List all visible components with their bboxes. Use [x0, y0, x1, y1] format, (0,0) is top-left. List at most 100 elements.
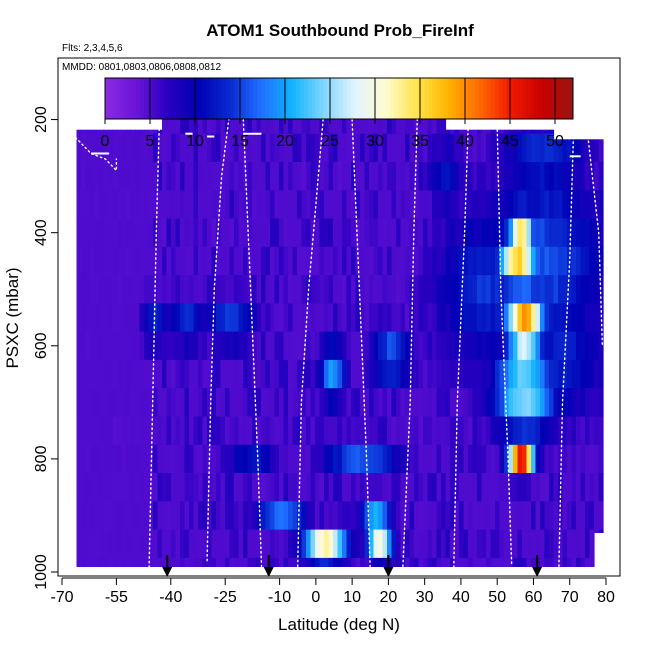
heatmap-cell — [351, 529, 357, 559]
heatmap-cell — [94, 388, 100, 418]
heatmap-cell — [598, 162, 604, 191]
heatmap-cell — [423, 246, 429, 276]
heatmap-cell — [310, 275, 316, 304]
heatmap-cell — [396, 557, 402, 567]
heatmap-cell — [558, 139, 564, 163]
heatmap-cell — [522, 133, 528, 163]
heatmap-cell — [571, 275, 577, 304]
heatmap-cell — [90, 303, 96, 333]
latitude-marker-arrowhead — [162, 567, 173, 577]
heatmap-cell — [459, 359, 465, 389]
colorbar-segment — [409, 78, 414, 119]
heatmap-cell — [319, 190, 325, 220]
heatmap-cell — [229, 303, 235, 333]
heatmap-cell — [562, 303, 568, 333]
heatmap-cell — [328, 331, 334, 361]
heatmap-cell — [490, 557, 496, 567]
heatmap-cell — [508, 246, 514, 276]
heatmap-cell — [130, 162, 136, 191]
heatmap-cell — [459, 246, 465, 276]
heatmap-cell — [90, 444, 96, 474]
heatmap-cell — [589, 218, 595, 248]
heatmap-cell — [499, 416, 505, 446]
heatmap-cell — [130, 416, 136, 446]
heatmap-cell — [216, 275, 222, 304]
heatmap-cell — [454, 218, 460, 248]
heatmap-cell — [81, 529, 87, 559]
heatmap-cell — [454, 557, 460, 567]
heatmap-cell — [261, 444, 267, 474]
heatmap-cell — [283, 557, 289, 567]
heatmap-cell — [301, 275, 307, 304]
heatmap-cell — [238, 359, 244, 389]
heatmap-cell — [504, 218, 510, 248]
heatmap-cell — [405, 473, 411, 502]
colorbar-segment — [569, 78, 574, 119]
heatmap-cell — [139, 162, 145, 191]
heatmap-cell — [310, 473, 316, 502]
heatmap-cell — [234, 133, 240, 163]
heatmap-cell — [297, 303, 303, 333]
heatmap-cell — [108, 473, 114, 502]
heatmap-cell — [418, 501, 424, 531]
heatmap-cell — [166, 529, 172, 559]
heatmap-cell — [112, 388, 118, 418]
heatmap-cell — [270, 557, 276, 567]
heatmap-cell — [238, 246, 244, 276]
heatmap-cell — [391, 444, 397, 474]
heatmap-cell — [180, 444, 186, 474]
heatmap-cell — [94, 557, 100, 567]
colorbar-segment — [241, 78, 246, 119]
heatmap-cell — [90, 190, 96, 220]
heatmap-cell — [171, 162, 177, 191]
heatmap-cell — [166, 133, 172, 163]
heatmap-cell — [144, 190, 150, 220]
colorbar-segment — [553, 78, 558, 119]
heatmap-cell — [486, 246, 492, 276]
heatmap-cell — [400, 246, 406, 276]
colorbar-segment — [428, 78, 434, 119]
heatmap-cell — [598, 359, 604, 389]
heatmap-cell — [162, 133, 168, 163]
heatmap-cell — [585, 275, 591, 304]
heatmap-cell — [162, 162, 168, 191]
heatmap-cell — [414, 190, 420, 220]
heatmap-cell — [108, 444, 114, 474]
heatmap-cell — [585, 388, 591, 418]
heatmap-cell — [382, 190, 388, 220]
heatmap-cell — [193, 275, 199, 304]
heatmap-cell — [207, 529, 213, 559]
colorbar-segment — [506, 78, 512, 119]
heatmap-cell — [130, 501, 136, 531]
heatmap-cell — [189, 190, 195, 220]
heatmap-cell — [126, 416, 132, 446]
heatmap-cell — [252, 529, 258, 559]
heatmap-cell — [589, 246, 595, 276]
heatmap-cell — [522, 303, 528, 333]
heatmap-cell — [499, 218, 505, 248]
heatmap-cell — [144, 133, 150, 163]
heatmap-cell — [162, 275, 168, 304]
heatmap-cell — [252, 331, 258, 361]
heatmap-cell — [450, 473, 456, 502]
heatmap-cell — [400, 388, 406, 418]
heatmap-cell — [436, 501, 442, 531]
heatmap-cell — [144, 275, 150, 304]
heatmap-cell — [580, 416, 586, 446]
heatmap-cell — [207, 501, 213, 531]
heatmap-cell — [265, 444, 271, 474]
colorbar-segment — [307, 78, 313, 119]
heatmap-cell — [94, 473, 100, 502]
heatmap-cell — [256, 416, 262, 446]
heatmap-cell — [445, 275, 451, 304]
heatmap-cell — [432, 331, 438, 361]
heatmap-cell — [405, 529, 411, 559]
heatmap-cell — [427, 529, 433, 559]
heatmap-cell — [175, 162, 181, 191]
heatmap-cell — [598, 444, 604, 474]
heatmap-cell — [544, 133, 550, 163]
heatmap-cell — [198, 473, 204, 502]
heatmap-cell — [445, 388, 451, 418]
heatmap-cell — [342, 218, 348, 248]
